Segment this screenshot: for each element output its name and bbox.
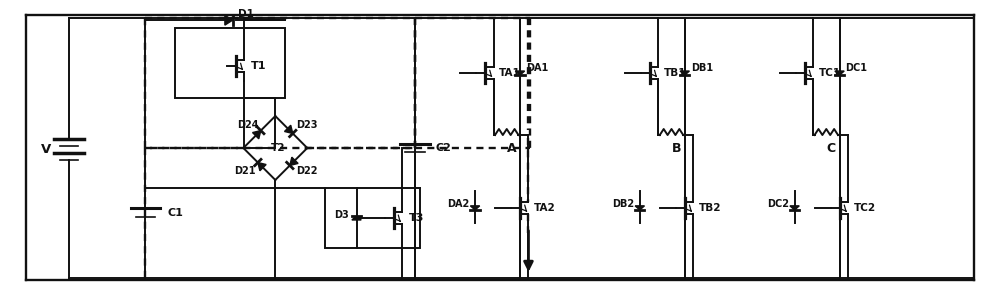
Polygon shape — [790, 206, 799, 210]
Text: C2: C2 — [435, 143, 451, 153]
Text: T3: T3 — [409, 213, 424, 223]
Text: TB1: TB1 — [664, 68, 686, 78]
Text: D1: D1 — [238, 9, 254, 19]
Text: TC2: TC2 — [854, 203, 876, 213]
Text: B: B — [672, 141, 681, 155]
Text: DB1: DB1 — [691, 63, 713, 73]
Polygon shape — [258, 163, 266, 171]
Text: DC1: DC1 — [846, 63, 868, 73]
Text: A: A — [507, 141, 516, 155]
Text: D3: D3 — [335, 210, 349, 220]
Bar — [175, 28, 285, 98]
Text: TB2: TB2 — [699, 203, 721, 213]
Polygon shape — [680, 71, 689, 75]
Polygon shape — [225, 15, 233, 25]
Text: D23: D23 — [296, 120, 318, 130]
Text: DB2: DB2 — [612, 199, 634, 209]
Text: TA2: TA2 — [534, 203, 556, 213]
Text: TC1: TC1 — [819, 68, 841, 78]
Polygon shape — [515, 71, 525, 75]
Text: T1: T1 — [251, 61, 266, 71]
Text: DA1: DA1 — [526, 63, 548, 73]
Text: D22: D22 — [296, 166, 318, 176]
Text: D24: D24 — [237, 120, 259, 130]
Polygon shape — [470, 206, 480, 210]
Text: DA2: DA2 — [447, 199, 469, 209]
Polygon shape — [253, 131, 261, 139]
Text: T2: T2 — [271, 143, 286, 153]
Text: DC2: DC2 — [767, 199, 789, 209]
Polygon shape — [284, 125, 293, 133]
Text: D21: D21 — [234, 166, 256, 176]
Polygon shape — [290, 157, 298, 165]
Bar — [325, 188, 420, 248]
Text: V: V — [41, 143, 51, 156]
Polygon shape — [835, 71, 844, 75]
Polygon shape — [635, 206, 644, 210]
Text: C: C — [826, 141, 835, 155]
Text: C1: C1 — [167, 208, 183, 218]
Polygon shape — [352, 216, 361, 220]
Text: TA1: TA1 — [499, 68, 521, 78]
